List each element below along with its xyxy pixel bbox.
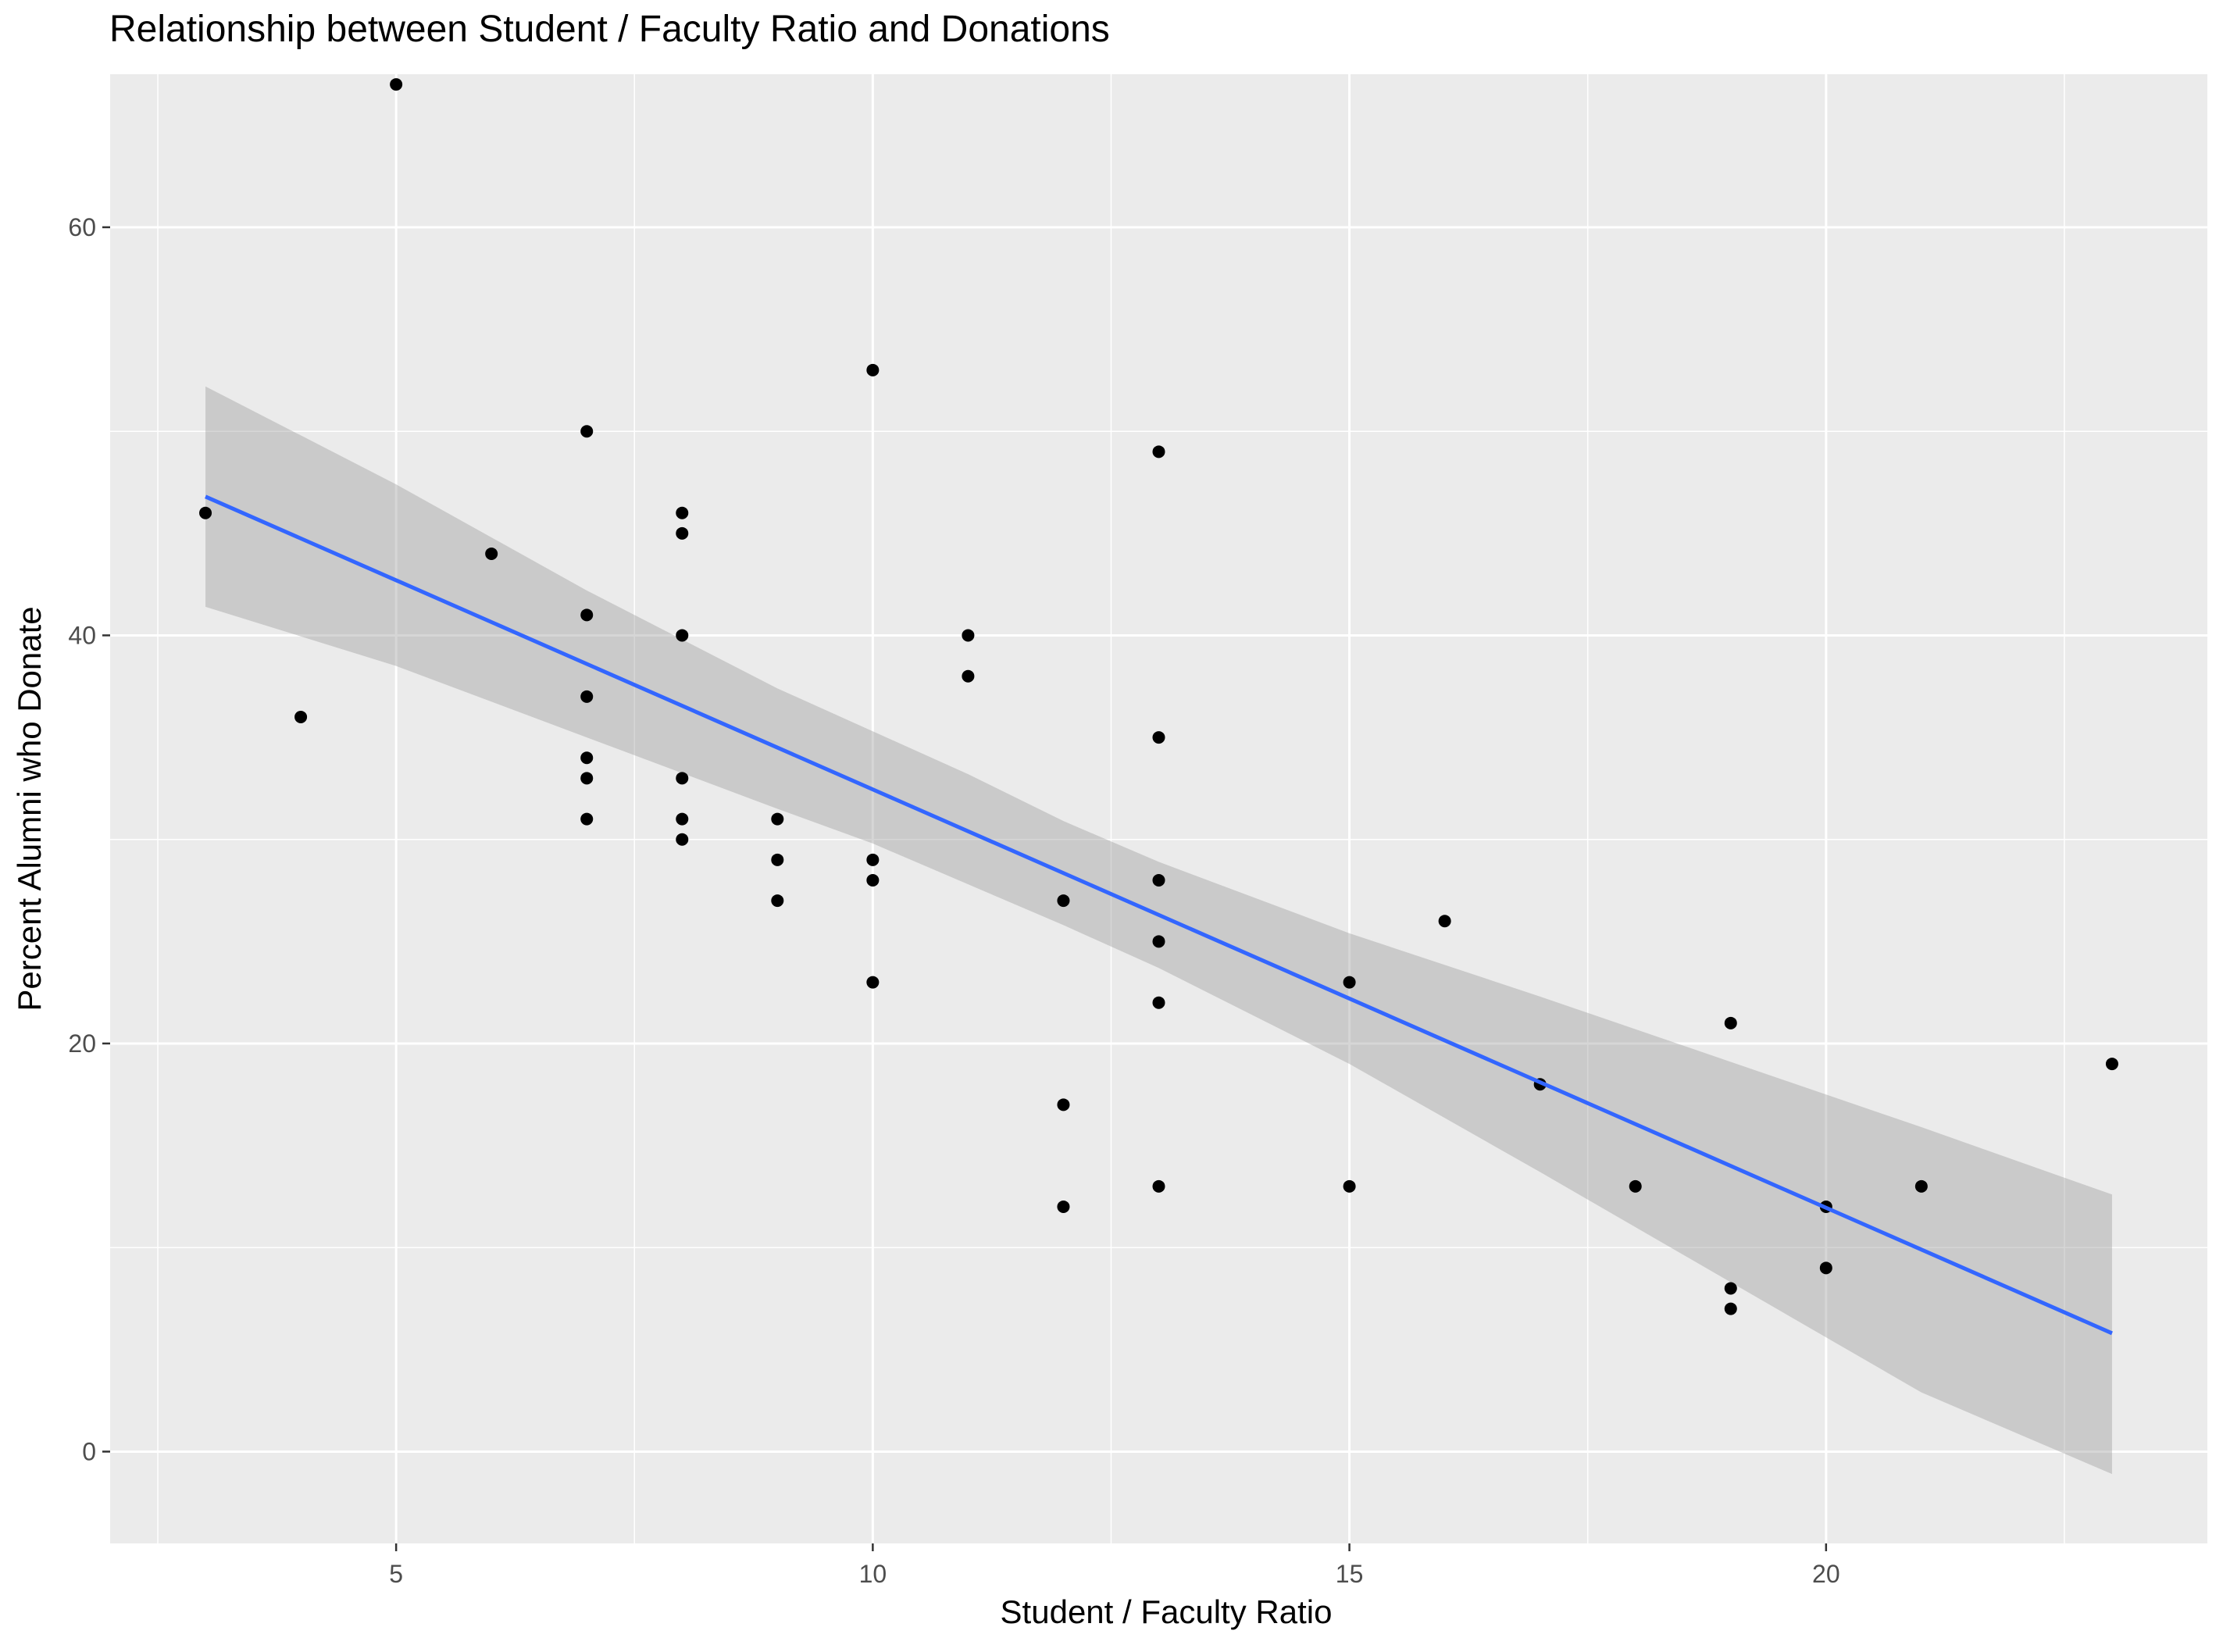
data-point	[962, 669, 975, 683]
chart-title: Relationship between Student / Faculty R…	[109, 9, 1110, 50]
data-point	[1152, 935, 1165, 948]
data-point	[580, 751, 594, 765]
y-tick-label: 40	[68, 621, 96, 649]
data-point	[1914, 1179, 1928, 1193]
data-point	[676, 506, 689, 519]
data-point	[771, 853, 784, 866]
data-point	[1057, 1098, 1070, 1111]
y-tick-label: 0	[82, 1437, 96, 1465]
data-point	[1152, 1179, 1165, 1193]
data-point	[485, 547, 498, 560]
data-point	[1152, 445, 1165, 458]
data-point	[390, 78, 403, 91]
data-point	[580, 690, 594, 703]
data-point	[1152, 873, 1165, 887]
data-point	[771, 812, 784, 826]
panel-background	[110, 74, 2207, 1543]
data-point	[1438, 915, 1451, 928]
data-point	[1819, 1261, 1832, 1275]
data-point	[676, 812, 689, 826]
data-point	[1343, 1179, 1356, 1193]
data-point	[2105, 1058, 2118, 1071]
data-point	[580, 812, 594, 826]
data-point	[1629, 1179, 1642, 1193]
confidence-band	[205, 386, 2112, 1475]
data-point	[1057, 894, 1070, 908]
data-point	[1152, 731, 1165, 744]
trend-line	[205, 494, 2113, 1336]
data-point	[866, 853, 880, 866]
data-point	[1057, 1200, 1070, 1213]
y-axis-label: Percent Alumni who Donate	[11, 606, 48, 1011]
data-point	[962, 629, 975, 642]
x-tick-label: 10	[859, 1560, 887, 1588]
data-point	[676, 629, 689, 642]
x-axis-label: Student / Faculty Ratio	[1000, 1593, 1333, 1630]
y-tick-label: 60	[68, 213, 96, 241]
data-point	[676, 833, 689, 846]
data-point	[866, 976, 880, 989]
data-point	[580, 425, 594, 438]
data-point	[1724, 1302, 1737, 1315]
data-point	[866, 363, 880, 376]
data-point	[676, 772, 689, 785]
data-point	[866, 873, 880, 887]
y-tick-label: 20	[68, 1029, 96, 1058]
data-point	[580, 772, 594, 785]
data-point	[580, 608, 594, 622]
data-point	[199, 506, 212, 519]
data-point	[1152, 996, 1165, 1009]
x-tick-label: 5	[389, 1560, 403, 1588]
data-point	[771, 894, 784, 908]
data-point	[294, 710, 308, 723]
x-tick-label: 20	[1812, 1560, 1840, 1588]
x-tick-label: 15	[1336, 1560, 1364, 1588]
data-point	[1724, 1016, 1737, 1029]
data-point	[1724, 1282, 1737, 1295]
data-point	[676, 526, 689, 540]
data-point	[1343, 976, 1356, 989]
